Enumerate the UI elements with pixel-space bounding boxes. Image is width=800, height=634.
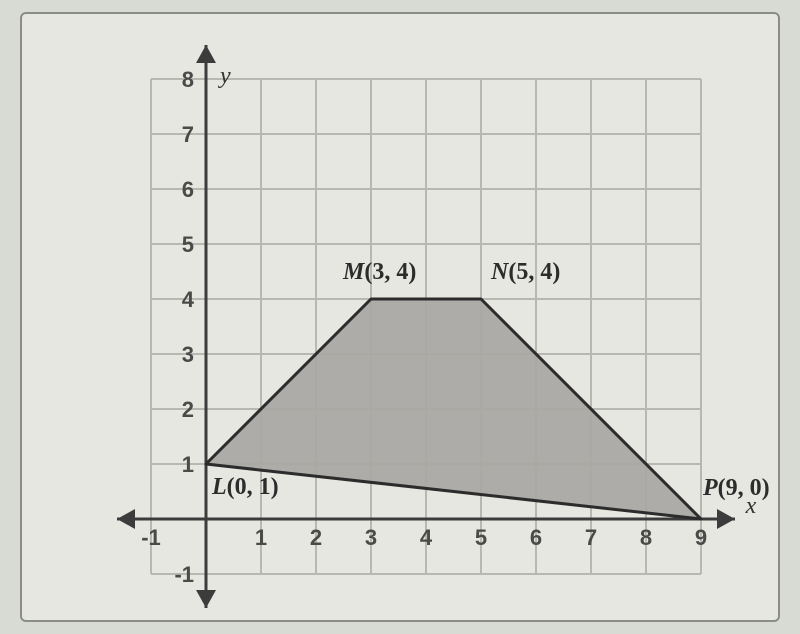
x-tick-label: -1 (141, 525, 161, 550)
y-axis-label: y (218, 63, 231, 89)
x-tick-label: 9 (695, 525, 707, 550)
vertex-label-l: L(0, 1) (211, 474, 279, 500)
vertex-label-n: N(5, 4) (490, 259, 560, 285)
vertex-label-m: M(3, 4) (342, 259, 416, 285)
vertex-label-p: P(9, 0) (702, 475, 770, 501)
axis-arrowhead (117, 509, 135, 529)
y-tick-label: 1 (182, 452, 194, 477)
y-tick-label: 8 (182, 67, 194, 92)
y-tick-label: 3 (182, 342, 194, 367)
x-tick-label: 3 (365, 525, 377, 550)
y-tick-label: 4 (182, 287, 195, 312)
y-tick-label: 5 (182, 232, 194, 257)
x-tick-label: 7 (585, 525, 597, 550)
y-tick-label: 2 (182, 397, 194, 422)
x-tick-label: 8 (640, 525, 652, 550)
y-tick-label: 6 (182, 177, 194, 202)
x-tick-label: 5 (475, 525, 487, 550)
x-tick-label: 4 (420, 525, 433, 550)
x-tick-label: 1 (255, 525, 267, 550)
y-tick-label: 7 (182, 122, 194, 147)
y-tick-label: -1 (174, 562, 194, 587)
axis-arrowhead (196, 45, 216, 63)
axis-arrowhead (196, 590, 216, 608)
x-tick-label: 6 (530, 525, 542, 550)
plot-frame: -1123456789-112345678yxL(0, 1)M(3, 4)N(5… (20, 12, 780, 622)
coordinate-plane: -1123456789-112345678yxL(0, 1)M(3, 4)N(5… (22, 14, 782, 624)
axis-arrowhead (717, 509, 735, 529)
x-tick-label: 2 (310, 525, 322, 550)
